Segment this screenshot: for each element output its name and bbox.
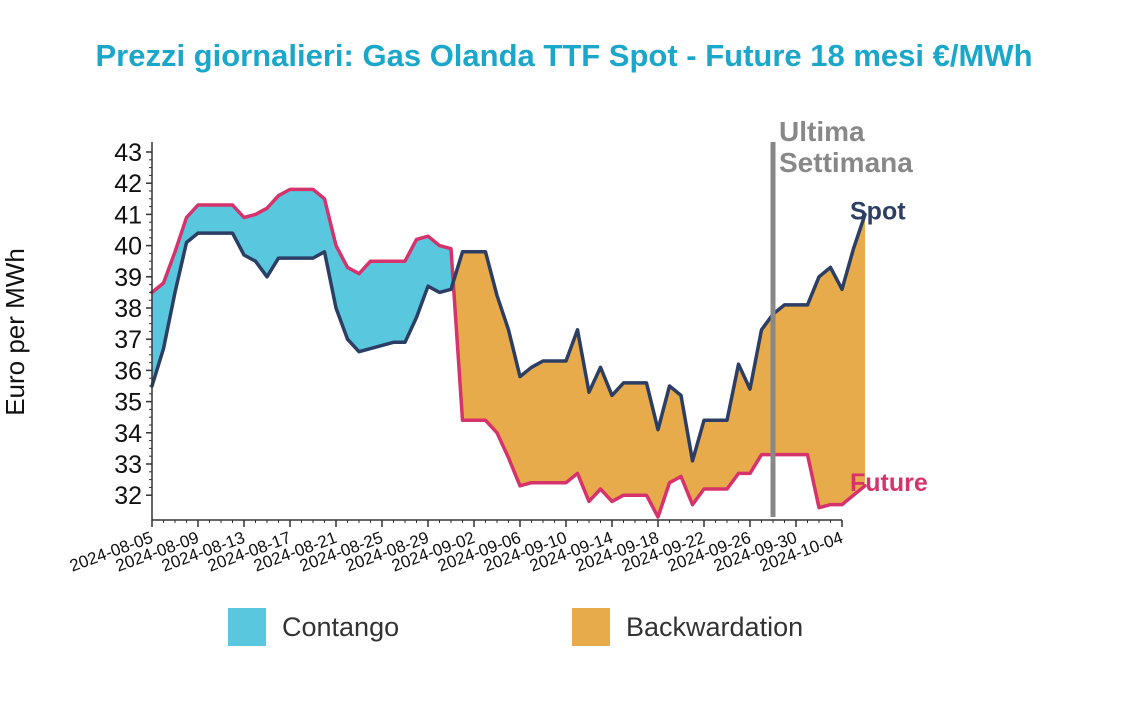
y-tick-label-36: 36	[114, 357, 142, 385]
contango-area-0	[152, 189, 454, 386]
last-week-label-0: Ultima	[779, 116, 865, 147]
legend-item-contango: Contango	[228, 607, 399, 647]
legend-label-contango: Contango	[282, 611, 400, 642]
backwardation-area-1	[453, 214, 865, 517]
y-tick-label-34: 34	[114, 420, 142, 448]
spot-line	[150, 212, 867, 463]
y-tick-label-39: 39	[114, 264, 142, 292]
legend-swatch-backwardation	[572, 608, 610, 646]
chart-title: Prezzi giornalieri: Gas Olanda TTF Spot …	[95, 38, 1033, 73]
last-week-label-1: Settimana	[779, 147, 913, 178]
y-tick-label-40: 40	[114, 233, 142, 261]
y-tick-label-35: 35	[114, 389, 142, 417]
y-tick-label-32: 32	[114, 482, 142, 510]
legend-item-backwardation: Backwardation	[572, 607, 803, 647]
series-label-future: Future	[850, 469, 928, 497]
y-tick-label-41: 41	[114, 201, 142, 229]
y-tick-label-42: 42	[114, 170, 142, 198]
legend-swatch-contango	[228, 608, 266, 646]
series-label-spot: Spot	[850, 197, 906, 225]
legend-label-backwardation: Backwardation	[626, 611, 804, 642]
y-tick-label-37: 37	[114, 326, 142, 354]
fills-layer	[152, 189, 865, 517]
y-axis-label: Euro per MWh	[0, 248, 30, 416]
y-tick-label-33: 33	[114, 451, 142, 479]
lines-layer: Spot Future	[150, 187, 928, 519]
future-line	[150, 187, 867, 519]
y-tick-label-43: 43	[114, 139, 142, 167]
y-tick-label-38: 38	[114, 295, 142, 323]
